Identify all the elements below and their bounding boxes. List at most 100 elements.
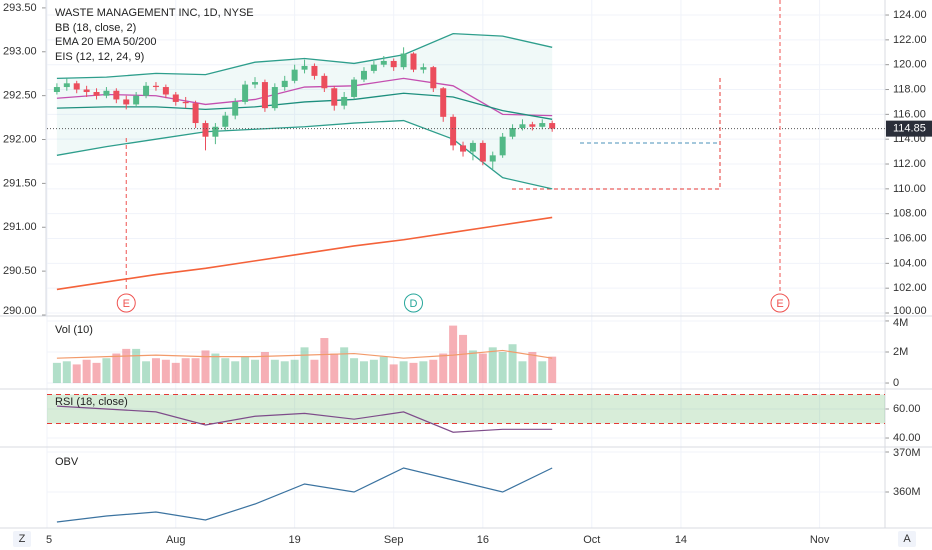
volume-bar [350,358,359,384]
volume-bar [270,359,279,384]
volume-bar [211,353,220,384]
indicator-line [56,119,553,190]
y2-tick-label: 291.00 [3,221,37,233]
volume-bar [409,362,418,384]
candle-body [113,90,120,100]
candle-body [360,70,367,80]
event-marker [770,293,790,313]
y2-tick-label: 292.50 [3,90,37,102]
y-tick-label: 100.00 [893,305,927,317]
volume-bar [92,362,101,384]
volume-bar [468,350,477,384]
y-tick-label: 118.00 [893,83,926,95]
candle-body [281,80,288,88]
candle-body [222,115,229,127]
marks [47,0,885,523]
candle-body [301,65,308,70]
candle-body [182,101,189,104]
y-tick-label: 0 [893,377,899,389]
candle-body [331,88,338,106]
y-tick-label: 110.00 [893,183,926,195]
volume-bar [290,359,299,384]
volume-bar [62,361,71,384]
volume-bar [508,344,517,384]
volume-bar [439,353,448,384]
indicator-line [56,467,553,523]
candle-body [489,155,496,162]
panel-title: RSI (18, close) [55,396,128,408]
rsi-band [47,394,885,424]
candle-body [212,126,219,137]
volume-bar [399,361,408,384]
candle-body [440,88,447,117]
corner-label[interactable]: A [903,533,911,545]
candle-body [93,92,100,96]
y-tick-label: 116.00 [893,108,926,120]
volume-bar [181,358,190,384]
volume-bar [459,334,468,384]
volume-bar [241,356,250,384]
candle-body [172,94,179,102]
volume-bar [419,361,428,384]
candle-body [390,60,397,68]
volume-bar [82,359,91,384]
volume-bar [429,359,438,384]
x-tick-label: 19 [289,534,301,546]
volume-bar [330,353,339,384]
volume-bar [488,347,497,384]
last-price-label: 114.85 [893,123,926,135]
x-tick-label: Sep [384,534,404,546]
volume-bar [528,351,537,384]
corner-button[interactable] [898,531,916,547]
candle-body [261,82,268,109]
x-tick-label: 16 [477,534,489,546]
candle-body [479,142,486,162]
candle-body [162,87,169,95]
event-label: E [776,298,783,310]
candle-body [469,142,476,152]
x-tick-label: Oct [583,534,600,546]
y2-tick-label: 290.00 [3,305,37,317]
candle-body [351,79,358,97]
volume-bar [122,348,131,384]
volume-bar [221,358,230,384]
indicator-line [56,405,553,433]
y-tick-label: 112.00 [893,158,926,170]
candle-body [321,75,328,89]
volume-bar [142,361,151,384]
candle-body [430,67,437,89]
y-tick-label: 4M [893,317,908,329]
volume-bar [191,358,200,384]
volume-bar [52,362,61,384]
candle-body [271,87,278,109]
candle-body [539,123,546,127]
corner-button[interactable] [13,531,31,547]
volume-bar [201,350,210,384]
candle-body [460,145,467,152]
candle-body [252,82,259,85]
volume-bar [359,361,368,384]
corner-label[interactable]: Z [19,533,26,545]
y-tick-label: 108.00 [893,208,927,220]
candle-body [420,67,427,70]
volume-bar [340,347,349,384]
projection-line [512,75,721,190]
volume-bar [102,358,111,384]
y-tick-label: 40.00 [893,432,921,444]
indicator-label: EMA 20 EMA 50/200 [55,36,157,48]
grid [42,0,889,528]
volume-bar [171,362,180,384]
volume-bar [251,359,260,384]
candle-body [519,124,526,129]
candle-body [509,128,516,137]
y-tick-label: 60.00 [893,403,921,415]
volume-bar [369,359,378,384]
candle-body [370,64,377,71]
y-tick-label: 106.00 [893,232,927,244]
volume-bar [72,364,81,384]
panel-title: OBV [55,456,79,468]
candle-body [291,69,298,81]
candle-body [311,65,318,76]
volume-bar [310,359,319,384]
candle-body [103,90,110,96]
